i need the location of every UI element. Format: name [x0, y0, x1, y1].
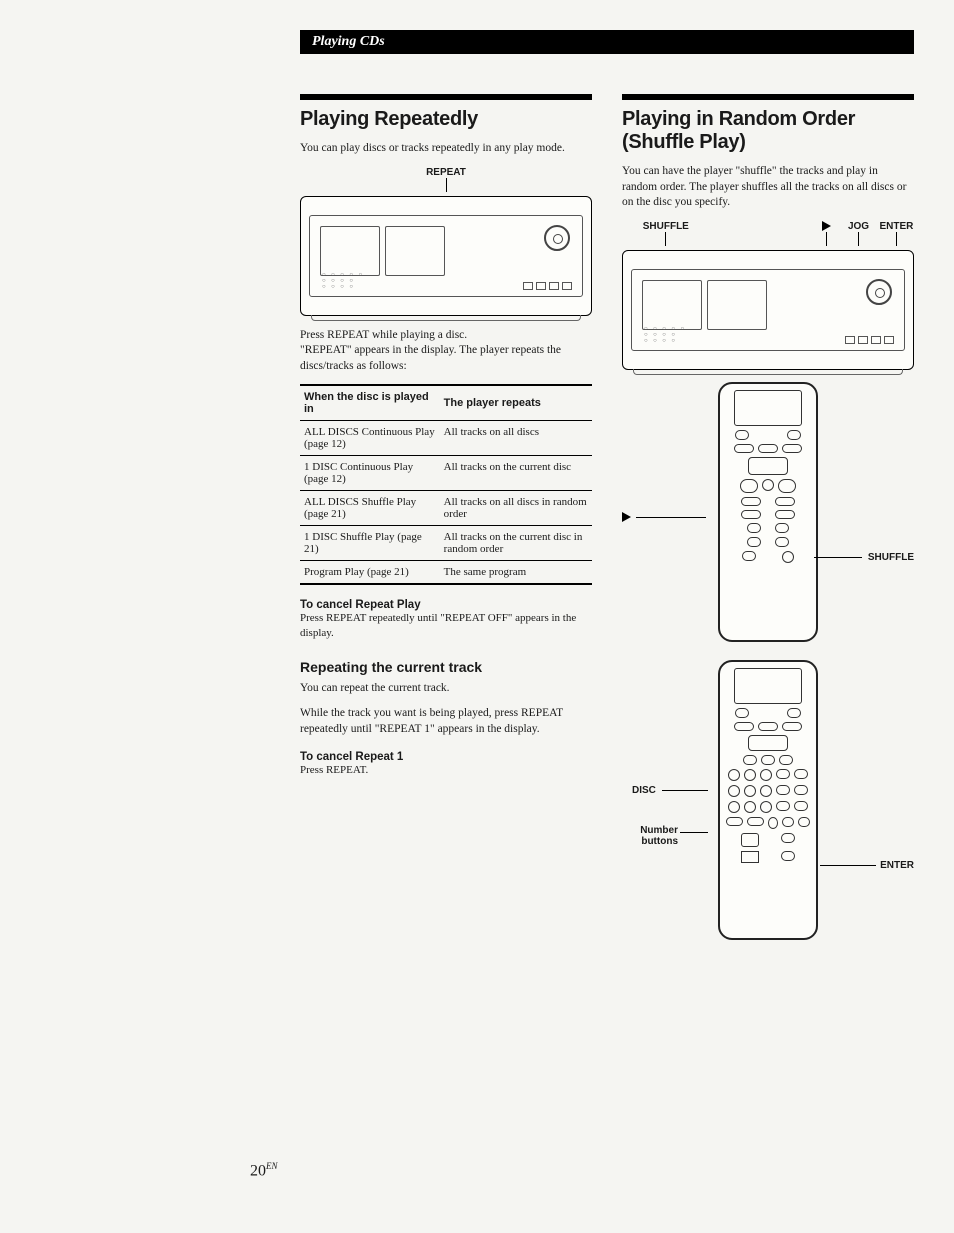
columns: Playing Repeatedly You can play discs or… — [300, 94, 914, 958]
disc-label: DISC — [632, 785, 656, 796]
page-number: 20EN — [250, 1161, 278, 1180]
repeat-current-head: Repeating the current track — [300, 659, 592, 675]
repeat-current-text: While the track you want is being played… — [300, 706, 592, 737]
lead-line — [820, 865, 876, 866]
lead-line — [814, 557, 862, 558]
cd-player-diagram-2: ○ ○ ○ ○ ○○ ○ ○ ○○ ○ ○ ○ — [622, 250, 914, 370]
heading-shuffle: Playing in Random Order (Shuffle Play) — [622, 108, 914, 154]
lead-line — [636, 517, 706, 518]
jog-label: JOG — [838, 221, 879, 232]
pointers — [622, 232, 914, 246]
heading-repeat: Playing Repeatedly — [300, 108, 592, 131]
repeat-table: When the disc is played in The player re… — [300, 384, 592, 585]
cancel-repeat1-text: Press REPEAT. — [300, 763, 592, 778]
table-row: ALL DISCS Shuffle Play (page 21)All trac… — [300, 491, 592, 526]
right-column: Playing in Random Order (Shuffle Play) Y… — [622, 94, 914, 958]
page: Playing CDs Playing Repeatedly You can p… — [40, 30, 914, 1180]
th-repeats: The player repeats — [440, 385, 592, 421]
remote-screen — [734, 668, 801, 704]
intro-text: You can play discs or tracks repeatedly … — [300, 141, 592, 157]
remote-body — [718, 660, 818, 940]
remote-body — [718, 382, 818, 642]
remote-panel — [748, 735, 788, 751]
play-icon — [622, 512, 631, 522]
enter-remote-label: ENTER — [880, 860, 914, 871]
enter-label: ENTER — [879, 221, 914, 232]
numbers-label: Number buttons — [622, 825, 678, 847]
remote-diagram-1: SHUFFLE — [622, 382, 914, 642]
play-icon — [822, 221, 831, 231]
table-row: 1 DISC Continuous Play (page 12)All trac… — [300, 456, 592, 491]
table-row: ALL DISCS Continuous Play (page 12)All t… — [300, 421, 592, 456]
remote-diagram-2: DISC Number buttons ENTER — [622, 660, 914, 940]
shuffle-remote-label: SHUFFLE — [868, 552, 914, 563]
rule-bar — [300, 94, 592, 100]
press-text: Press REPEAT while playing a disc. "REPE… — [300, 328, 592, 375]
rule-bar — [622, 94, 914, 100]
repeat-label: REPEAT — [300, 167, 592, 178]
table-row: 1 DISC Shuffle Play (page 21)All tracks … — [300, 526, 592, 561]
device-labels: SHUFFLE JOG ENTER — [622, 221, 914, 232]
table-row: Program Play (page 21)The same program — [300, 561, 592, 585]
lead-line — [662, 790, 708, 791]
left-column: Playing Repeatedly You can play discs or… — [300, 94, 592, 958]
th-mode: When the disc is played in — [300, 385, 440, 421]
cancel-repeat1-head: To cancel Repeat 1 — [300, 751, 592, 763]
cancel-repeat-head: To cancel Repeat Play — [300, 599, 592, 611]
remote-screen — [734, 390, 801, 426]
section-header: Playing CDs — [300, 30, 914, 54]
shuffle-intro: You can have the player "shuffle" the tr… — [622, 164, 914, 211]
cancel-repeat-text: Press REPEAT repeatedly until "REPEAT OF… — [300, 611, 592, 641]
lead-line — [680, 832, 708, 833]
shuffle-label: SHUFFLE — [622, 221, 710, 232]
cd-player-diagram: ○ ○ ○ ○ ○○ ○ ○ ○○ ○ ○ ○ — [300, 196, 592, 316]
repeat-current-intro: You can repeat the current track. — [300, 681, 592, 697]
pointer — [300, 178, 592, 192]
remote-panel — [748, 457, 788, 475]
play-label — [622, 512, 631, 523]
